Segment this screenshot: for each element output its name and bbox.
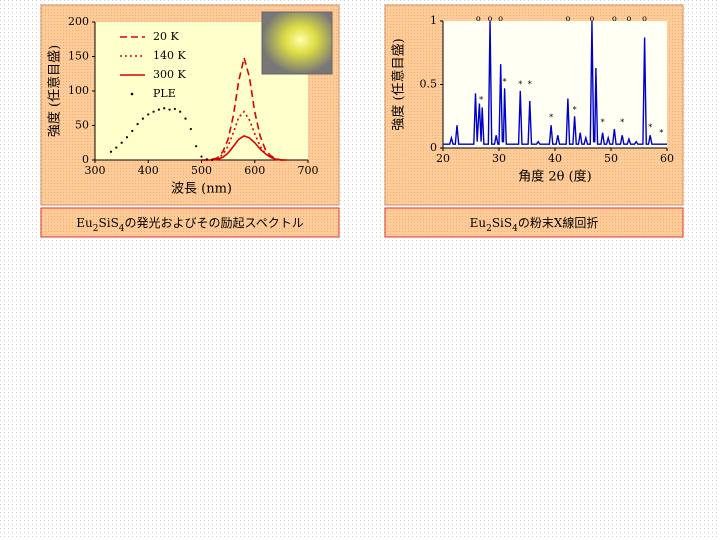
peak-marker: o (627, 14, 632, 23)
data-point (115, 146, 118, 149)
peak-marker: o (488, 14, 493, 23)
inset-photo (261, 11, 333, 75)
legend-label: 20 K (153, 30, 179, 43)
peak-marker: o (642, 14, 647, 23)
data-point (131, 129, 134, 133)
data-point (136, 123, 139, 126)
data-line (201, 57, 287, 161)
x-tick-label: 700 (298, 164, 319, 177)
data-point (179, 110, 182, 113)
y-axis-label: 強度 (任意目盛) (47, 45, 63, 137)
caption-part: 2 (93, 224, 99, 234)
legend-symbol (130, 92, 134, 96)
data-point (200, 155, 203, 158)
data-point (205, 158, 208, 161)
y-tick-label: 100 (68, 84, 89, 97)
data-point (211, 158, 214, 162)
caption-part: 2 (486, 224, 492, 234)
caption-box (40, 207, 340, 238)
x-tick-label: 500 (191, 164, 212, 177)
caption: Eu2SiS4の粉末X線回折 (470, 215, 599, 234)
peak-marker: * (648, 123, 652, 132)
y-axis-label: 強度 (任意目盛) (391, 38, 407, 130)
data-point (152, 110, 155, 113)
peak-marker: o (565, 14, 570, 23)
data-point (125, 136, 129, 139)
data-point (157, 108, 160, 111)
peak-marker: * (620, 118, 624, 127)
caption-part: 4 (119, 224, 125, 234)
peak-marker: o (612, 14, 617, 23)
y-tick-label: 200 (68, 15, 89, 28)
legend-label: 300 K (153, 68, 186, 81)
peak-marker: o (498, 14, 503, 23)
peak-marker: * (549, 113, 553, 122)
data-point (147, 113, 150, 116)
data-point (195, 145, 198, 148)
caption-part: の粉末X線回折 (518, 215, 599, 230)
peak-marker: o (476, 14, 481, 23)
data-point (109, 150, 113, 153)
peak-marker: * (503, 78, 507, 87)
peak-marker: * (528, 80, 532, 89)
x-axis-label: 波長 (nm) (171, 182, 232, 197)
peak-marker: * (601, 118, 605, 127)
x-axis-label: 角度 2θ (度) (518, 169, 592, 185)
caption-part: Eu (470, 216, 487, 230)
caption-part: 4 (512, 224, 518, 234)
x-tick-label: 50 (604, 152, 618, 165)
peak-marker: o (590, 14, 595, 23)
x-tick-label: 40 (548, 152, 562, 165)
y-tick-label: 150 (68, 50, 89, 63)
peak-marker: * (479, 95, 483, 104)
data-point (163, 107, 166, 110)
data-point (189, 127, 192, 131)
data-point (141, 117, 145, 120)
x-tick-label: 400 (138, 164, 159, 177)
caption-part: の発光およびその励起スペクトル (125, 216, 304, 230)
x-tick-label: 60 (660, 152, 674, 165)
data-line (443, 20, 667, 145)
y-tick-label: 0 (82, 153, 89, 166)
caption-box (384, 207, 684, 238)
caption-part: Eu (76, 216, 93, 230)
caption: Eu2SiS4の発光およびその励起スペクトル (76, 216, 303, 234)
x-tick-label: 300 (85, 164, 106, 177)
y-tick-label: 0.5 (420, 78, 438, 91)
x-tick-label: 600 (244, 164, 265, 177)
data-point (184, 117, 187, 120)
y-tick-label: 50 (75, 119, 89, 132)
legend-label: 140 K (153, 49, 186, 62)
legend-label: PLE (153, 87, 176, 100)
data-line (201, 134, 287, 161)
x-tick-label: 30 (492, 152, 506, 165)
caption-part: SiS (99, 216, 119, 230)
data-point (173, 107, 176, 111)
y-tick-label: 1 (430, 14, 437, 27)
data-point (168, 108, 171, 111)
peak-marker: * (518, 80, 522, 89)
caption-part: SiS (492, 216, 512, 230)
peak-marker: * (573, 105, 577, 114)
x-tick-label: 20 (436, 152, 450, 165)
data-point (120, 141, 123, 144)
y-tick-label: 0 (430, 141, 437, 154)
peak-marker: * (659, 128, 663, 137)
